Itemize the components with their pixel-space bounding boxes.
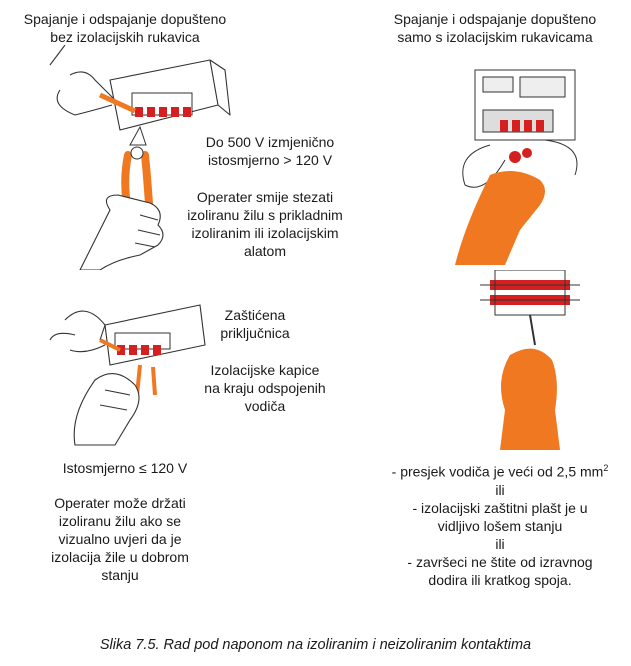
connector-block <box>480 270 580 316</box>
voltage-ac-dc-label: Do 500 V izmjenično istosmjerno > 120 V <box>205 134 335 168</box>
top-left-heading: Spajanje i odspajanje dopušteno bez izol… <box>23 11 227 45</box>
voltage-dc-low-label: Istosmjerno ≤ 120 V <box>62 460 188 476</box>
illustration-pliers-no-gloves <box>49 45 231 270</box>
operator-hold-note: Operater može držati izoliranu žilu ako … <box>51 495 189 583</box>
terminal-block <box>131 92 193 117</box>
figure-caption: Slika 7.5. Rad pod naponom na izoliranim… <box>99 637 532 653</box>
illustration-protected-terminal <box>49 304 206 446</box>
red-terminals <box>500 120 544 163</box>
conditions-list: - presjek vodiča je veći od 2,5 mm2 ili … <box>391 463 609 588</box>
terminal-block-2 <box>114 332 171 355</box>
operator-tool-note: Operater smije stezati izoliranu žilu s … <box>187 189 343 259</box>
illustration-gloved-probe <box>455 69 578 265</box>
insulating-caps-label: Izolacijske kapice na kraju odspojenih v… <box>204 362 326 414</box>
bare-hand-icon-2 <box>73 373 140 446</box>
orange-glove-icon <box>455 171 545 265</box>
protected-terminal-label: Zaštićena priključnica <box>220 307 290 341</box>
panel-outline-2 <box>104 304 206 366</box>
wire-left <box>69 71 116 101</box>
insulated-wire <box>98 92 137 114</box>
bare-hand-icon <box>79 194 164 270</box>
insulating-cap-icons <box>135 364 157 396</box>
top-right-heading: Spajanje i odspajanje dopušteno samo s i… <box>393 11 597 45</box>
illustration-gloved-connector <box>480 270 580 450</box>
orange-glove-icon-2 <box>500 348 560 450</box>
